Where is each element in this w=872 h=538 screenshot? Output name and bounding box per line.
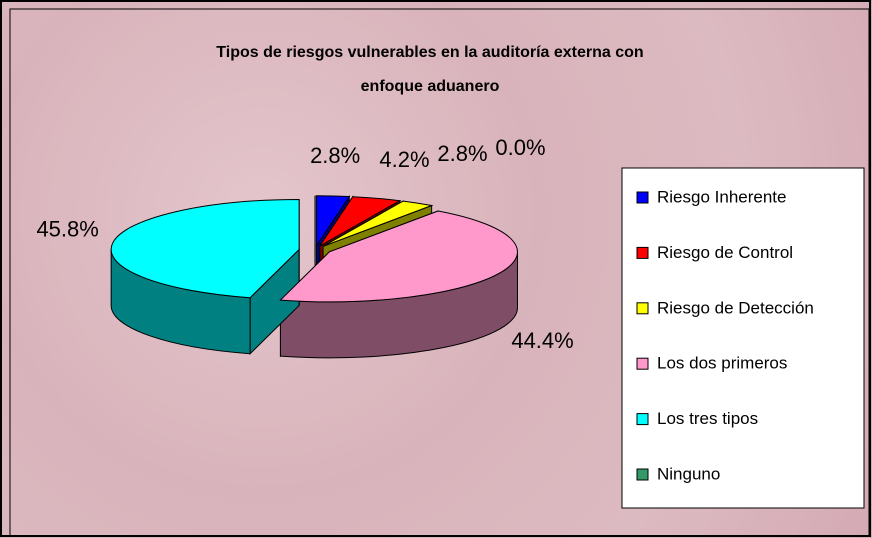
slice [322, 200, 434, 247]
slice [279, 210, 518, 303]
legend-swatch [636, 413, 649, 426]
data-label: 45.8% [36, 217, 98, 242]
legend-swatch [636, 302, 649, 315]
data-label: 4.2% [379, 147, 429, 172]
data-label: 44.4% [511, 328, 573, 353]
chart-title: Tipos de riesgos vulnerables en la audit… [216, 44, 644, 95]
data-label: 0.0% [495, 135, 545, 160]
plot-border [9, 8, 870, 537]
legend-box [621, 167, 865, 509]
legend-label: Ninguno [657, 464, 720, 483]
legend-label: Los tres tipos [657, 409, 758, 428]
data-label: 2.8% [437, 141, 487, 166]
legend-swatch [636, 246, 649, 259]
legend-swatch [636, 191, 649, 204]
legend-label: Riesgo de Control [657, 243, 793, 262]
legend-swatch [636, 468, 649, 481]
legend-label: Los dos primeros [657, 354, 787, 373]
slice [110, 198, 300, 299]
legend-label: Riesgo Inherente [657, 187, 786, 206]
slice [319, 196, 402, 247]
legend-swatch [636, 357, 649, 370]
slice [315, 195, 351, 248]
data-label: 2.8% [310, 143, 360, 168]
legend-label: Riesgo de Detección [657, 298, 814, 317]
